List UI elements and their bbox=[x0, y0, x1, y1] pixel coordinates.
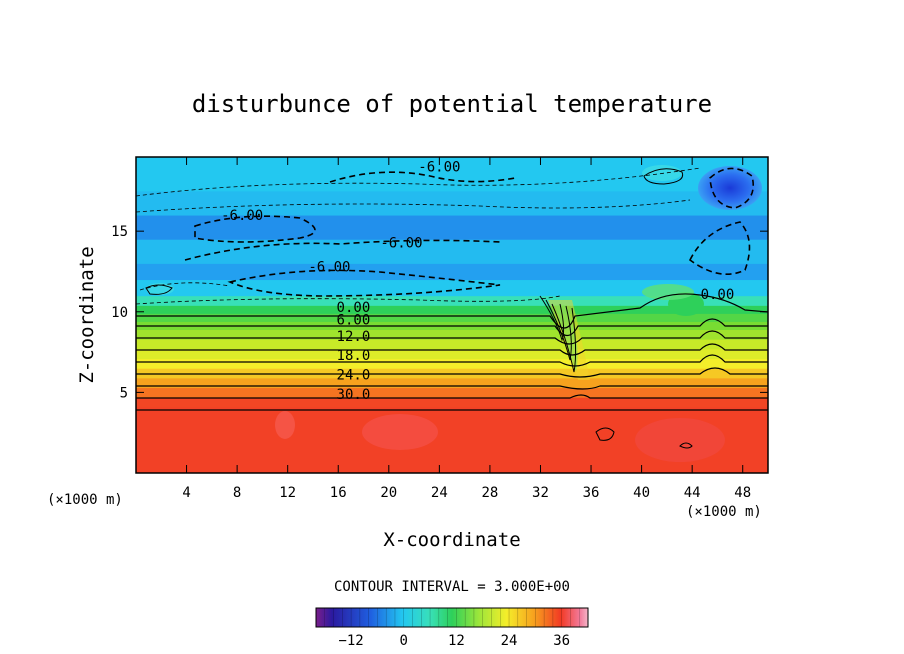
x-tick-label: 12 bbox=[279, 485, 296, 501]
contour-label-6: 6.00 bbox=[337, 313, 371, 329]
band-7 bbox=[136, 339, 768, 350]
warm-cell-top bbox=[642, 165, 682, 181]
band-11 bbox=[136, 305, 768, 314]
x-tick-label: 44 bbox=[684, 485, 701, 501]
colorbar-ticks: −12 0 12 24 36 bbox=[315, 608, 589, 649]
colorbar-fill bbox=[315, 607, 589, 628]
x-tick-label: 8 bbox=[233, 485, 241, 501]
lower-warm-patch bbox=[362, 414, 438, 450]
band-15 bbox=[136, 239, 768, 264]
x-tick-label: 24 bbox=[431, 485, 448, 501]
x-axis-unit-left: (×1000 m) bbox=[47, 492, 123, 508]
contour-label-5: 0.00 bbox=[337, 300, 371, 316]
y-tick-label: 5 bbox=[120, 385, 128, 401]
plot-frame bbox=[135, 156, 769, 474]
y-tick-label: 10 bbox=[111, 305, 128, 321]
x-tick-label: 20 bbox=[380, 485, 397, 501]
y-axis-ticks: 5 10 15 bbox=[111, 224, 768, 401]
contour-label-3: -6.00 bbox=[308, 259, 350, 275]
band-6 bbox=[136, 348, 768, 360]
x-tick-label: 36 bbox=[583, 485, 600, 501]
contour-label-7: 12.0 bbox=[337, 329, 371, 345]
colorbar-tick-label: −12 bbox=[338, 633, 363, 649]
band-13 bbox=[136, 279, 768, 297]
colorbar: −12 0 12 24 36 bbox=[315, 607, 589, 649]
contour-label-0: -6.00 bbox=[418, 160, 460, 176]
x-tick-label: 4 bbox=[182, 485, 190, 501]
chart-title: disturbunce of potential temperature bbox=[192, 90, 712, 118]
contour-label-9: 24.0 bbox=[337, 367, 371, 383]
contour-label-10: 30.0 bbox=[337, 387, 371, 403]
contour-label-4: 0.00 bbox=[701, 287, 735, 303]
colorbar-tick-label: 24 bbox=[501, 633, 518, 649]
contour-label-2: -6.00 bbox=[380, 235, 422, 251]
x-tick-label: 28 bbox=[481, 485, 498, 501]
green-bubble bbox=[642, 284, 694, 300]
colorbar-tick-label: 36 bbox=[553, 633, 570, 649]
y-tick-label: 15 bbox=[111, 224, 128, 240]
lower-warm-patch bbox=[635, 418, 725, 462]
contour-interval-label: CONTOUR INTERVAL = 3.000E+00 bbox=[334, 579, 570, 595]
band-10 bbox=[136, 313, 768, 322]
cold-contour-lines bbox=[184, 167, 754, 297]
thin-contour-lines bbox=[136, 167, 701, 305]
x-tick-label: 40 bbox=[633, 485, 650, 501]
contour-labels: -6.00-6.00-6.00-6.000.000.006.0012.018.0… bbox=[221, 160, 735, 403]
contour-lines bbox=[136, 167, 768, 449]
x-tick-label: 16 bbox=[330, 485, 347, 501]
colorbar-tick-label: 12 bbox=[448, 633, 465, 649]
band-3 bbox=[136, 377, 768, 389]
x-axis-label: X-coordinate bbox=[383, 529, 520, 551]
x-axis-unit-right: (×1000 m) bbox=[686, 504, 762, 520]
x-tick-label: 48 bbox=[734, 485, 751, 501]
y-axis-label: Z-coordinate bbox=[76, 246, 98, 383]
contour-label-1: -6.00 bbox=[221, 208, 263, 224]
band-4 bbox=[136, 368, 768, 379]
band-8 bbox=[136, 329, 768, 340]
plume-contour-lines bbox=[145, 168, 693, 449]
band-14 bbox=[136, 263, 768, 281]
lower-warm-patch bbox=[275, 411, 295, 439]
plot-area: -6.00-6.00-6.00-6.000.000.006.0012.018.0… bbox=[136, 157, 768, 473]
cold-vortex bbox=[698, 166, 762, 210]
colorbar-tick-label: 0 bbox=[400, 633, 408, 649]
band-16 bbox=[136, 215, 768, 240]
contour-label-8: 18.0 bbox=[337, 348, 371, 364]
band-5 bbox=[136, 358, 768, 369]
x-tick-label: 32 bbox=[532, 485, 549, 501]
band-1 bbox=[136, 397, 768, 408]
band-2 bbox=[136, 387, 768, 398]
x-axis-ticks: 4 8 12 16 20 24 28 32 36 40 44 48 bbox=[182, 157, 751, 501]
